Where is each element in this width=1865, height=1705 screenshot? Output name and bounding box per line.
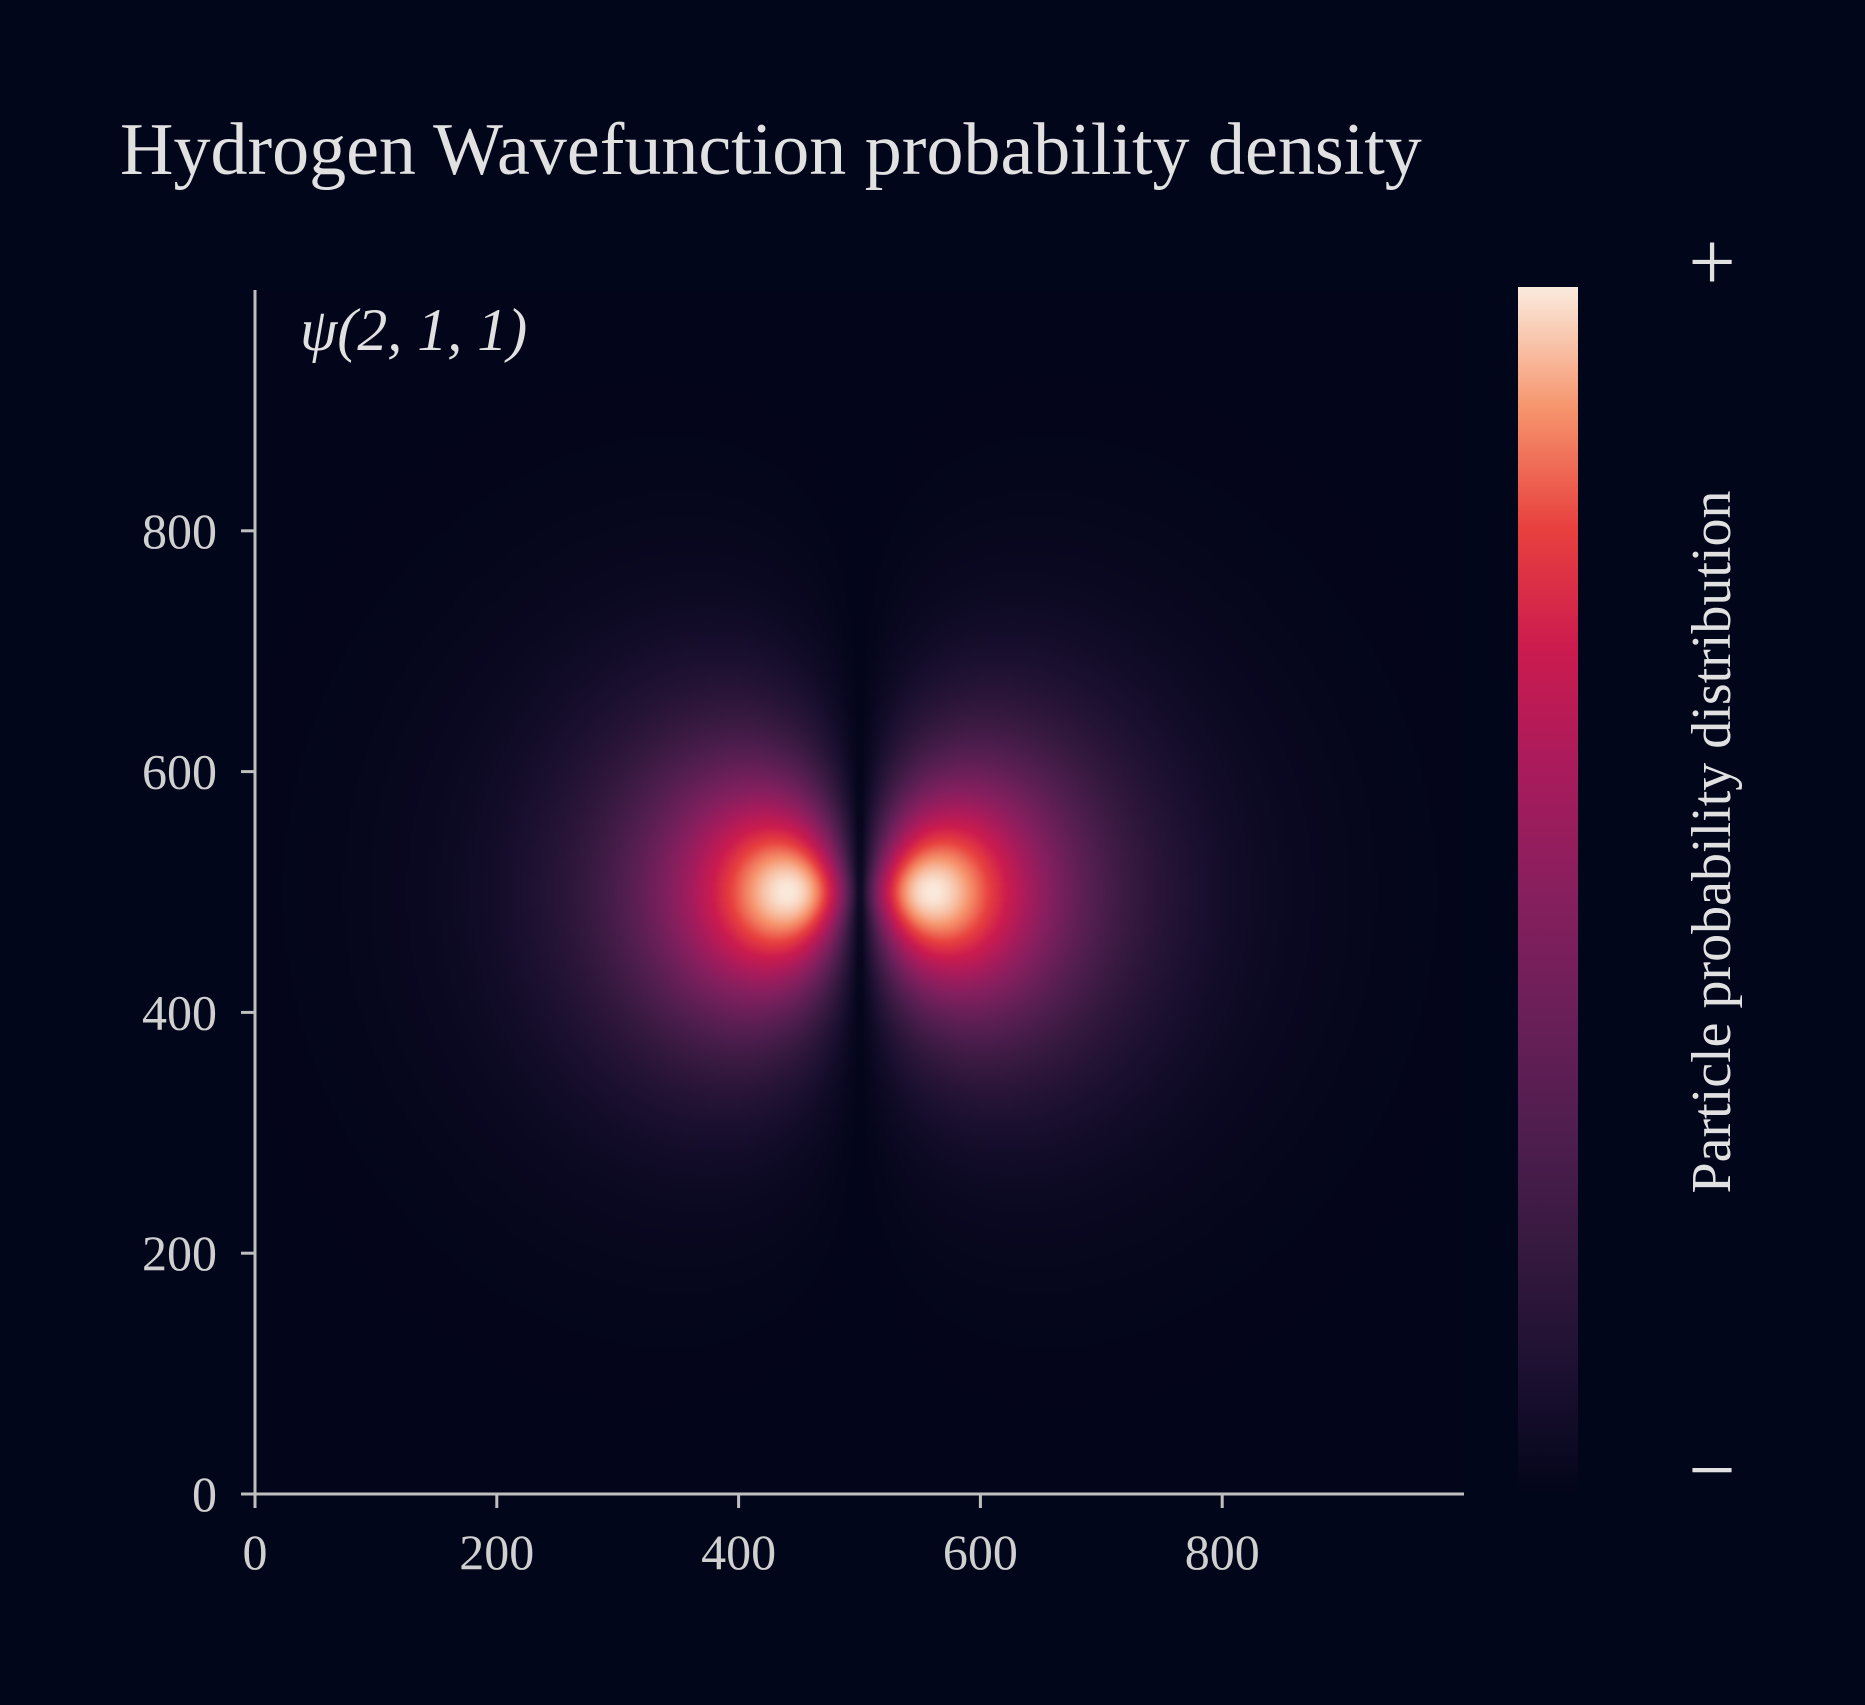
x-tick-label: 400 [701,1524,776,1580]
x-ticks: 0 200 400 600 800 [243,1494,1260,1580]
x-tick-label: 800 [1185,1524,1260,1580]
x-tick-label: 0 [243,1524,268,1580]
chart-title: Hydrogen Wavefunction probability densit… [120,109,1422,191]
heatmap-area [256,290,1464,1494]
y-tick-label: 200 [142,1225,217,1281]
x-tick-label: 600 [943,1524,1018,1580]
colorbar-max-label: + [1688,216,1735,309]
heatmap-canvas [256,290,1464,1494]
colorbar [1518,287,1578,1494]
y-tick-label: 0 [192,1466,217,1522]
y-tick-label: 400 [142,984,217,1040]
y-ticks: 0 200 400 600 800 [142,503,255,1522]
wavefunction-annotation: ψ(2, 1, 1) [300,297,527,363]
x-tick-label: 200 [459,1524,534,1580]
y-tick-label: 800 [142,503,217,559]
y-tick-label: 600 [142,744,217,800]
colorbar-min-label: − [1688,1424,1735,1517]
colorbar-label: Particle probability distribution [1681,490,1743,1193]
